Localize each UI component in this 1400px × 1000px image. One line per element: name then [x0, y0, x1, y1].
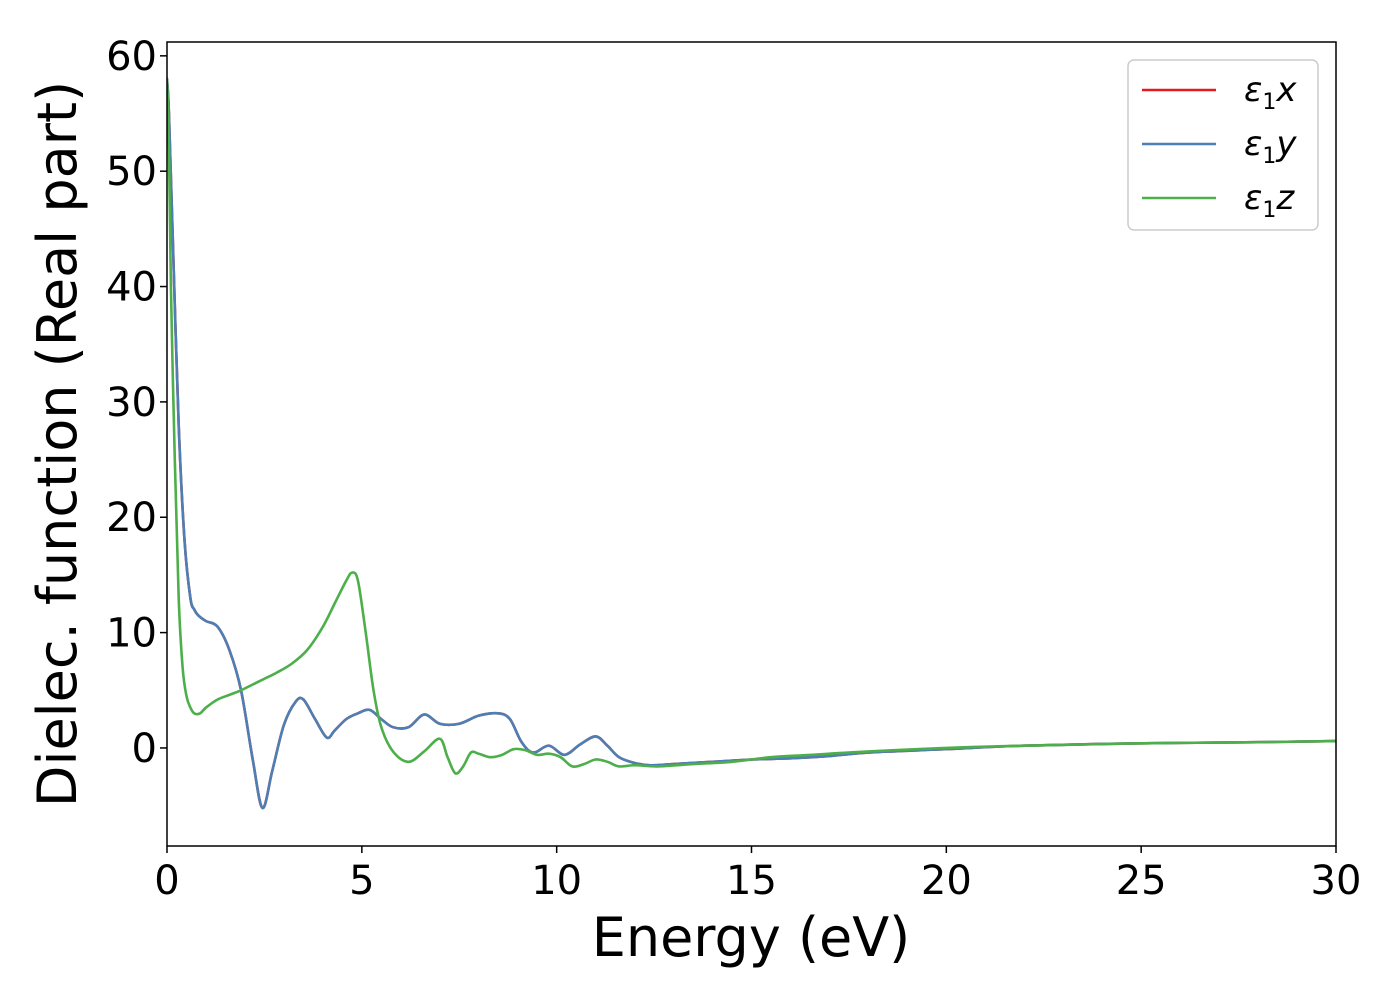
x-tick-label: 30 [1311, 858, 1362, 904]
y-tick-label: 20 [106, 495, 157, 541]
series-line-z [167, 77, 1336, 775]
x-axis-title: Energy (eV) [592, 906, 911, 969]
y-tick-label: 30 [106, 380, 157, 426]
x-axis-ticks: 0 5 10 15 20 25 30 [154, 846, 1361, 904]
legend: ε1x ε1y ε1z [1127, 59, 1319, 231]
y-axis-title: Dielec. function (Real part) [26, 81, 89, 807]
x-tick-label: 10 [531, 858, 582, 904]
y-tick-label: 0 [132, 726, 157, 772]
y-tick-label: 50 [106, 149, 157, 195]
legend-label-y: ε1y [1244, 124, 1297, 169]
y-axis-ticks: 0 10 20 30 40 50 60 [106, 34, 167, 772]
y-tick-label: 60 [106, 34, 157, 80]
y-tick-label: 10 [106, 611, 157, 657]
legend-frame [1127, 59, 1319, 231]
x-tick-label: 0 [154, 858, 179, 904]
x-tick-label: 25 [1116, 858, 1167, 904]
x-tick-label: 5 [349, 858, 374, 904]
series-layer [167, 77, 1336, 810]
x-tick-label: 20 [921, 858, 972, 904]
legend-label-x: ε1x [1244, 70, 1297, 115]
legend-label-z: ε1z [1244, 178, 1295, 223]
y-tick-label: 40 [106, 265, 157, 311]
plot-area [166, 41, 1337, 847]
legend-entries: ε1x ε1y ε1z [1142, 70, 1297, 223]
x-tick-label: 15 [726, 858, 777, 904]
